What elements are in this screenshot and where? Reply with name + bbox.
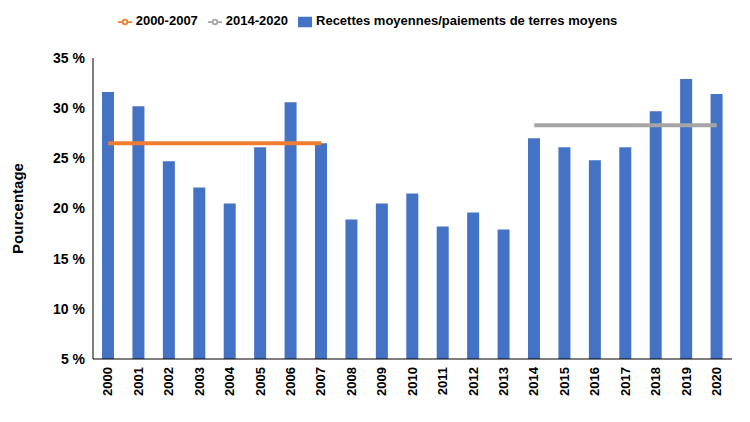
svg-text:15 %: 15 % [53,251,85,267]
svg-text:2006: 2006 [283,367,298,396]
svg-text:2013: 2013 [496,367,511,396]
svg-text:2011: 2011 [435,367,450,395]
html-text:2014-2020: 2014-2020 [225,13,288,28]
svg-text:2017: 2017 [618,367,633,396]
html-text:2000-2007: 2000-2007 [135,13,198,28]
svg-text:30 %: 30 % [53,100,85,116]
html-text:Recettes moyennes/paiements de: Recettes moyennes/paiements de terres mo… [316,13,618,28]
svg-text:35 %: 35 % [53,50,85,66]
svg-text:2005: 2005 [253,367,268,396]
svg-text:2009: 2009 [374,367,389,396]
svg-text:2007: 2007 [313,367,328,396]
svg-text:2016: 2016 [587,367,602,396]
svg-text:2018: 2018 [648,367,663,396]
svg-text:2019: 2019 [679,367,694,396]
svg-text:Pourcentage: Pourcentage [9,163,26,254]
svg-text:2010: 2010 [405,367,420,396]
svg-text:5 %: 5 % [61,351,86,367]
svg-text:2020: 2020 [709,367,724,396]
svg-text:2000: 2000 [100,367,115,396]
svg-text:2015: 2015 [557,367,572,396]
svg-text:10 %: 10 % [53,301,85,317]
svg-text:2002: 2002 [161,367,176,396]
svg-text:20 %: 20 % [53,200,85,216]
svg-text:2003: 2003 [192,367,207,396]
svg-text:2014: 2014 [526,366,541,396]
svg-text:2012: 2012 [466,367,481,396]
svg-text:2001: 2001 [131,367,146,396]
svg-text:2008: 2008 [344,367,359,396]
svg-text:25 %: 25 % [53,150,85,166]
svg-text:2004: 2004 [222,366,237,396]
